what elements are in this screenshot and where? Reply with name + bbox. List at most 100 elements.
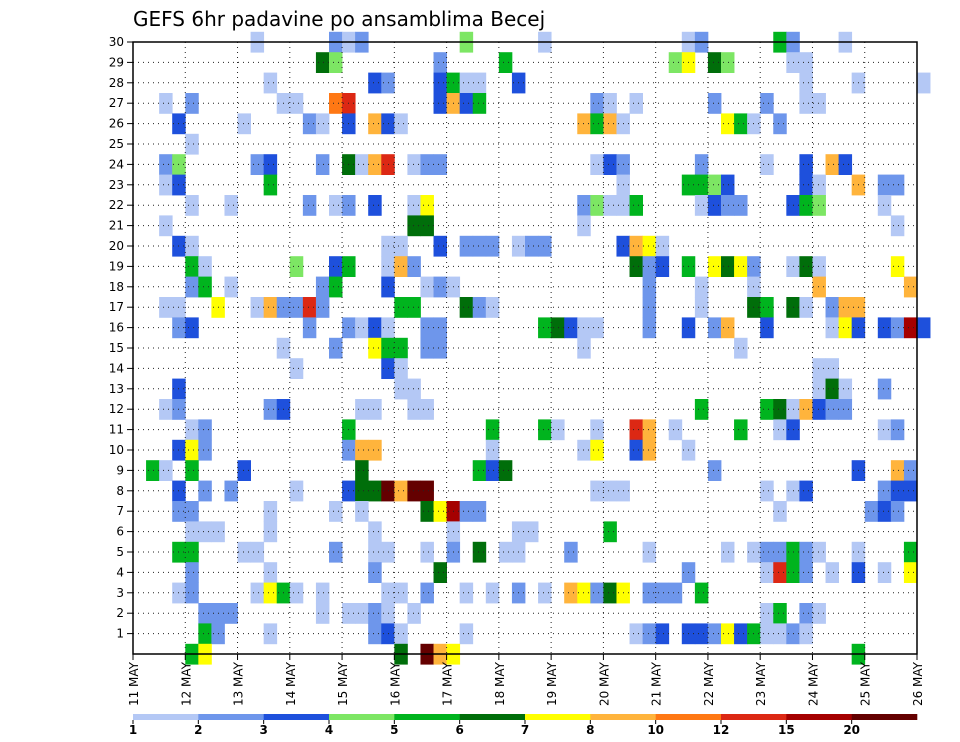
data-cell <box>603 113 617 135</box>
colorbar-label: 2 <box>194 723 202 737</box>
data-cell <box>263 72 278 94</box>
data-cell <box>420 215 434 237</box>
data-cell <box>799 93 813 114</box>
data-cell <box>734 256 748 277</box>
data-cell <box>420 317 434 339</box>
data-cell <box>485 582 500 604</box>
data-cell <box>799 195 813 216</box>
data-cell <box>329 337 343 359</box>
data-cell <box>329 501 343 522</box>
data-cell <box>250 582 265 604</box>
data-cell <box>198 276 212 298</box>
colorbar-label: 12 <box>713 723 730 737</box>
data-cell <box>368 113 382 135</box>
colorbar-label: 15 <box>778 723 795 737</box>
data-cell <box>407 480 421 502</box>
data-cell <box>799 52 813 73</box>
data-cell <box>159 297 173 318</box>
data-cell <box>812 603 826 624</box>
data-cell <box>721 623 735 645</box>
colorbar-swatch <box>459 714 526 720</box>
colorbar-swatch <box>198 714 264 720</box>
colorbar-label: 20 <box>843 723 860 737</box>
data-cell <box>485 439 500 461</box>
data-cell <box>655 235 670 257</box>
data-cell <box>407 603 421 624</box>
data-cell <box>472 460 487 481</box>
x-tick-label: 25 MAY <box>859 661 873 706</box>
data-cell <box>159 460 173 481</box>
data-cell <box>433 72 447 94</box>
data-cell <box>185 317 199 339</box>
data-cell <box>302 195 317 216</box>
data-cell <box>694 399 709 420</box>
data-cell <box>799 256 813 277</box>
data-cell <box>760 562 774 583</box>
data-cell <box>551 419 565 441</box>
data-cell <box>407 256 421 277</box>
data-cell <box>185 276 199 298</box>
data-cell <box>302 297 317 318</box>
data-cell <box>394 337 408 359</box>
data-cell <box>890 317 905 339</box>
data-cell <box>707 174 722 196</box>
y-tick-label: 17 <box>109 300 124 314</box>
data-cell <box>760 399 774 420</box>
data-cell <box>355 603 369 624</box>
data-cell <box>289 256 304 277</box>
y-tick-label: 15 <box>109 341 124 355</box>
colorbar-swatch <box>133 714 199 720</box>
data-cell <box>812 195 826 216</box>
data-cell <box>877 480 892 502</box>
colorbar-label: 5 <box>390 723 398 737</box>
grid-layer <box>133 42 917 654</box>
y-tick-label: 19 <box>109 259 124 273</box>
data-cell <box>812 256 826 277</box>
data-cell <box>538 582 552 604</box>
data-cell <box>472 541 487 563</box>
data-cell <box>773 419 787 441</box>
data-cell <box>185 460 199 481</box>
data-cell <box>890 480 905 502</box>
data-cell <box>760 541 774 563</box>
data-cell <box>394 358 408 379</box>
data-cell <box>185 133 199 155</box>
colorbar-label: 7 <box>521 723 529 737</box>
data-cell <box>185 541 199 563</box>
data-cell <box>825 358 839 379</box>
data-cell <box>329 52 343 73</box>
colorbar-swatch <box>263 714 330 720</box>
data-cell <box>329 195 343 216</box>
data-cell <box>812 93 826 114</box>
data-cell <box>734 623 748 645</box>
data-cell <box>420 582 434 604</box>
data-cell <box>485 460 500 481</box>
data-cell <box>773 113 787 135</box>
data-cell <box>185 501 199 522</box>
data-cell <box>629 419 643 441</box>
colorbar: 1 2 3 4 5 6 7 8 10 12 15 20 <box>129 714 918 737</box>
data-cell <box>799 623 813 645</box>
data-cell <box>773 562 787 583</box>
data-cell <box>525 521 539 543</box>
data-cell <box>812 378 826 400</box>
y-tick-label: 20 <box>109 239 124 253</box>
y-tick-label: 9 <box>116 463 124 477</box>
data-cell <box>642 623 657 645</box>
data-cell <box>734 337 748 359</box>
data-cell <box>629 235 643 257</box>
data-cell <box>812 358 826 379</box>
x-tick-label: 21 MAY <box>650 661 664 706</box>
data-cell <box>773 603 787 624</box>
data-cell <box>394 113 408 135</box>
data-cell <box>472 501 487 522</box>
y-tick-label: 5 <box>116 545 124 559</box>
data-cell <box>577 215 591 237</box>
data-cell <box>655 582 670 604</box>
data-cell <box>159 154 173 175</box>
y-tick-label: 1 <box>116 627 124 641</box>
colorbar-swatch <box>721 714 787 720</box>
data-cell <box>642 582 657 604</box>
data-cell <box>420 541 434 563</box>
data-cell <box>472 93 487 114</box>
